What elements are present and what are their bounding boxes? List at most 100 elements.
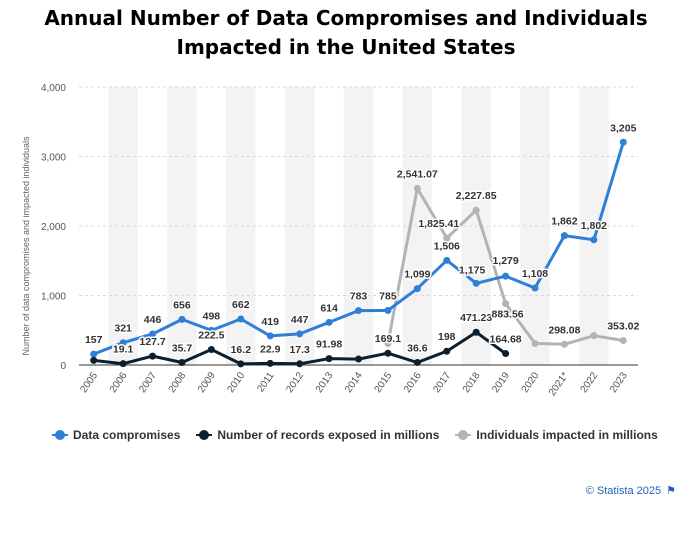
- data-label: 157: [85, 334, 103, 346]
- x-tick-label: 2006: [108, 370, 130, 395]
- y-tick-label: 2,000: [41, 222, 66, 233]
- data-label: 656: [173, 299, 191, 311]
- data-point: [266, 332, 274, 340]
- data-label: 614: [320, 302, 338, 314]
- data-label: 1,825.41: [418, 218, 459, 230]
- y-tick-label: 1,000: [41, 292, 66, 303]
- data-point: [619, 138, 627, 146]
- data-point: [413, 184, 421, 192]
- data-label: 662: [232, 299, 250, 311]
- data-point: [531, 339, 539, 347]
- data-label: 22.9: [260, 343, 281, 355]
- data-label: 164.68: [490, 334, 522, 346]
- data-label: 35.7: [172, 343, 193, 355]
- data-point: [325, 355, 333, 363]
- data-point: [502, 300, 510, 308]
- data-point: [443, 347, 451, 355]
- chart-title: Annual Number of Data Compromises and In…: [44, 6, 648, 59]
- data-label: 447: [291, 314, 309, 326]
- data-label: 16.2: [231, 344, 252, 356]
- data-label: 785: [379, 290, 397, 302]
- data-point: [355, 307, 362, 315]
- data-point: [472, 328, 480, 336]
- legend-label: Number of records exposed in millions: [217, 428, 440, 442]
- data-point: [355, 355, 362, 363]
- data-label: 298.08: [548, 324, 580, 336]
- data-point: [296, 330, 304, 338]
- data-point: [149, 330, 157, 338]
- flag-icon: ⚑: [666, 485, 676, 497]
- data-label: 2,227.85: [456, 190, 497, 202]
- x-tick-label: 2007: [137, 370, 159, 395]
- x-tick-label: 2013: [314, 370, 336, 395]
- data-point: [590, 332, 598, 340]
- x-tick-label: 2021*: [547, 370, 571, 398]
- legend-marker-icon: [196, 430, 213, 440]
- data-point: [560, 340, 568, 348]
- data-point: [207, 346, 215, 354]
- data-label: 2,541.07: [397, 168, 438, 180]
- x-tick-label: 2016: [402, 370, 424, 395]
- data-point: [413, 285, 421, 293]
- data-label: 1,802: [581, 220, 607, 232]
- data-point: [413, 358, 421, 366]
- legend-item-records-exposed[interactable]: Number of records exposed in millions: [196, 428, 439, 442]
- data-point: [296, 360, 304, 368]
- legend-item-individuals-impacted[interactable]: Individuals impacted in millions: [455, 428, 658, 442]
- legend-item-data-compromises[interactable]: Data compromises: [52, 428, 180, 442]
- data-label: 498: [203, 310, 221, 322]
- data-label: 783: [350, 291, 368, 303]
- data-label: 17.3: [289, 344, 310, 356]
- data-point: [531, 284, 539, 292]
- x-tick-label: 2019: [490, 370, 512, 395]
- data-label: 19.1: [113, 344, 134, 356]
- data-point: [178, 315, 186, 323]
- x-tick-label: 2005: [78, 370, 100, 395]
- credit-text: © Statista 2025: [585, 484, 662, 497]
- data-label: 222.5: [198, 330, 224, 342]
- data-point: [384, 349, 392, 357]
- legend-label: Data compromises: [73, 428, 181, 442]
- data-label: 91.98: [316, 339, 342, 351]
- data-point: [560, 232, 568, 240]
- data-point: [266, 359, 274, 367]
- data-label: 1,175: [459, 264, 485, 276]
- data-label: 419: [261, 316, 279, 328]
- data-point: [384, 306, 392, 314]
- legend-label: Individuals impacted in millions: [476, 428, 658, 442]
- data-label: 353.02: [607, 320, 639, 332]
- x-tick-label: 2022: [579, 370, 601, 395]
- legend-marker-icon: [455, 430, 472, 440]
- data-point: [207, 326, 215, 334]
- data-point: [149, 352, 157, 360]
- data-label: 36.6: [407, 342, 428, 354]
- data-point: [119, 339, 127, 347]
- series-0: [90, 138, 627, 358]
- data-label: 1,099: [404, 269, 430, 281]
- x-tick-label: 2018: [461, 370, 483, 395]
- y-axis-title: Number of data compromises and impacted …: [21, 136, 31, 356]
- statista-credit[interactable]: © Statista 2025 ⚑: [585, 484, 676, 498]
- data-point: [178, 359, 186, 367]
- data-point: [237, 360, 245, 368]
- x-tick-label: 2023: [608, 370, 630, 395]
- x-tick-label: 2017: [431, 370, 453, 395]
- data-point: [443, 256, 451, 264]
- data-label: 1,279: [492, 255, 518, 267]
- data-label: 3,205: [610, 122, 636, 134]
- data-point: [502, 272, 510, 280]
- y-tick-label: 3,000: [41, 153, 66, 164]
- data-point: [472, 206, 480, 214]
- x-tick-label: 2011: [255, 370, 277, 394]
- data-point: [119, 360, 127, 368]
- data-point: [325, 318, 333, 326]
- data-point: [237, 315, 245, 323]
- data-point: [443, 234, 451, 242]
- data-point: [90, 350, 98, 358]
- x-tick-label: 2014: [343, 370, 365, 395]
- x-tick-label: 2008: [167, 370, 189, 395]
- data-point: [590, 236, 598, 244]
- x-tick-label: 2015: [373, 370, 395, 395]
- data-label: 321: [114, 323, 132, 335]
- data-point: [472, 279, 480, 287]
